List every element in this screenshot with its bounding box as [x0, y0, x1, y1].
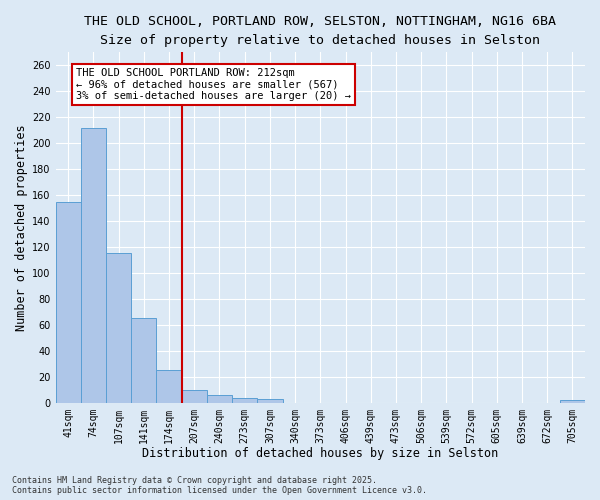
Bar — [232, 398, 257, 402]
Bar — [182, 390, 207, 402]
Text: THE OLD SCHOOL PORTLAND ROW: 212sqm
← 96% of detached houses are smaller (567)
3: THE OLD SCHOOL PORTLAND ROW: 212sqm ← 96… — [76, 68, 351, 101]
Bar — [257, 399, 283, 402]
Bar — [56, 202, 81, 402]
Bar — [106, 254, 131, 402]
Bar — [560, 400, 585, 402]
Bar — [157, 370, 182, 402]
Bar — [81, 128, 106, 402]
Bar — [207, 395, 232, 402]
Bar — [131, 318, 157, 402]
Title: THE OLD SCHOOL, PORTLAND ROW, SELSTON, NOTTINGHAM, NG16 6BA
Size of property rel: THE OLD SCHOOL, PORTLAND ROW, SELSTON, N… — [85, 15, 556, 47]
X-axis label: Distribution of detached houses by size in Selston: Distribution of detached houses by size … — [142, 447, 499, 460]
Text: Contains HM Land Registry data © Crown copyright and database right 2025.
Contai: Contains HM Land Registry data © Crown c… — [12, 476, 427, 495]
Y-axis label: Number of detached properties: Number of detached properties — [15, 124, 28, 331]
